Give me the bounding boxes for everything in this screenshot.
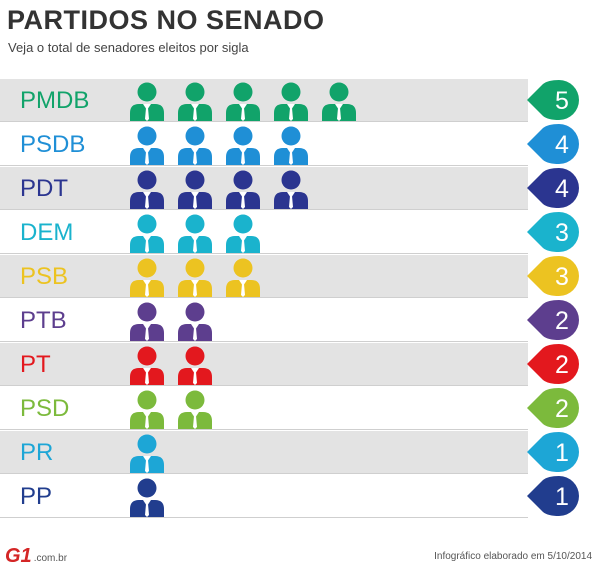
- senator-icon: [224, 257, 262, 297]
- senator-icon: [128, 213, 166, 253]
- count-badge: 2: [527, 387, 581, 429]
- count-badge: 1: [527, 431, 581, 473]
- count-badge: 1: [527, 475, 581, 517]
- senator-icon: [176, 257, 214, 297]
- count-label: 2: [555, 351, 569, 379]
- senator-icon: [128, 477, 166, 517]
- senator-icon: [176, 345, 214, 385]
- count-label: 5: [555, 87, 569, 115]
- row-divider: [0, 473, 528, 474]
- row-divider: [0, 341, 528, 342]
- senator-icon: [272, 169, 310, 209]
- row-divider: [0, 385, 528, 386]
- count-label: 3: [555, 263, 569, 291]
- row-divider: [0, 121, 528, 122]
- senator-icon: [320, 81, 358, 121]
- party-row: PSDB: [0, 123, 528, 165]
- senator-icon: [176, 213, 214, 253]
- row-divider: [0, 165, 528, 166]
- senator-icon: [224, 81, 262, 121]
- party-label: PTB: [20, 307, 67, 334]
- g1-logo-domain: .com.br: [33, 553, 68, 564]
- senator-icon: [176, 169, 214, 209]
- count-label: 4: [555, 131, 569, 159]
- count-label: 2: [555, 395, 569, 423]
- infographic-credit: Infográfico elaborado em 5/10/2014: [434, 551, 592, 562]
- senator-icon: [224, 125, 262, 165]
- party-label: PSD: [20, 395, 70, 422]
- party-label: DEM: [20, 219, 74, 246]
- senator-icon: [128, 345, 166, 385]
- party-label: PMDB: [20, 87, 90, 114]
- page-title: PARTIDOS NO SENADO: [7, 5, 325, 35]
- g1-logo[interactable]: G1 .com.br: [5, 544, 67, 566]
- party-label: PSB: [20, 263, 69, 290]
- senator-icon: [128, 81, 166, 121]
- senator-icon: [128, 301, 166, 341]
- row-divider: [0, 253, 528, 254]
- g1-logo-mark: G1: [5, 545, 32, 567]
- party-row: PSB: [0, 255, 528, 297]
- party-row: PDT: [0, 167, 528, 209]
- count-badge: 4: [527, 123, 581, 165]
- senator-icon: [272, 81, 310, 121]
- count-badge: 3: [527, 255, 581, 297]
- party-label: PSDB: [20, 131, 86, 158]
- senator-icon: [128, 389, 166, 429]
- party-row: PT: [0, 343, 528, 385]
- party-row: DEM: [0, 211, 528, 253]
- senator-icon: [176, 125, 214, 165]
- party-row: PTB: [0, 299, 528, 341]
- senator-icon: [272, 125, 310, 165]
- count-label: 1: [555, 483, 569, 511]
- senator-icon: [128, 433, 166, 473]
- count-label: 1: [555, 439, 569, 467]
- row-divider: [0, 429, 528, 430]
- senator-icon: [224, 169, 262, 209]
- row-divider: [0, 517, 528, 518]
- count-badge: 4: [527, 167, 581, 209]
- senators-chart: PMDB 5 PSDB 4 PDT 4 DEM 3 PSB 3 PTB 2 PT 2 PSD 2 PR 1 PP 1: [0, 79, 600, 519]
- count-label: 4: [555, 175, 569, 203]
- row-divider: [0, 209, 528, 210]
- party-label: PR: [20, 439, 54, 466]
- party-row: PMDB: [0, 79, 528, 121]
- senator-icon: [128, 125, 166, 165]
- count-badge: 3: [527, 211, 581, 253]
- party-label: PP: [20, 483, 53, 510]
- count-badge: 2: [527, 343, 581, 385]
- count-label: 3: [555, 219, 569, 247]
- senator-icon: [224, 213, 262, 253]
- senator-icon: [176, 301, 214, 341]
- party-row: PP: [0, 475, 528, 517]
- party-label: PT: [20, 351, 51, 378]
- row-divider: [0, 297, 528, 298]
- senator-icon: [176, 389, 214, 429]
- senator-icon: [176, 81, 214, 121]
- party-row: PSD: [0, 387, 528, 429]
- count-badge: 5: [527, 79, 581, 121]
- count-badge: 2: [527, 299, 581, 341]
- page-subtitle: Veja o total de senadores eleitos por si…: [8, 40, 249, 55]
- party-label: PDT: [20, 175, 68, 202]
- count-label: 2: [555, 307, 569, 335]
- senator-icon: [128, 257, 166, 297]
- senator-icon: [128, 169, 166, 209]
- party-row: PR: [0, 431, 528, 473]
